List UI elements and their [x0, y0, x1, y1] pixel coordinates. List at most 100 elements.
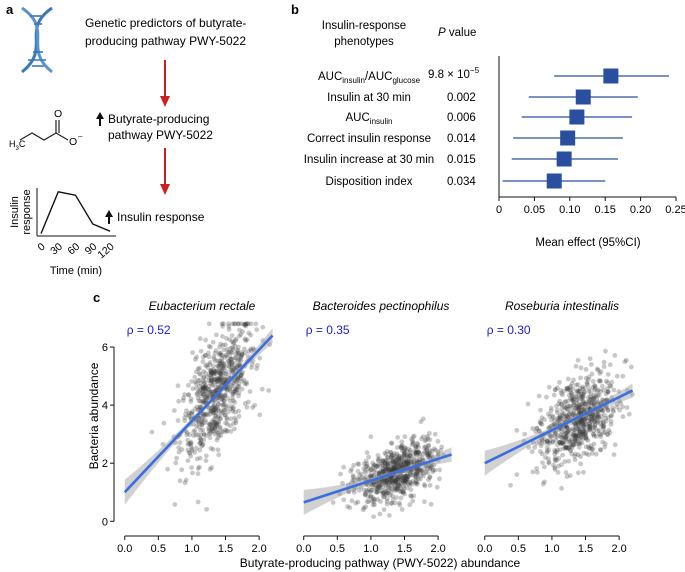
data-point — [216, 452, 222, 458]
data-point — [207, 362, 213, 367]
data-point — [212, 376, 218, 382]
data-point — [400, 475, 405, 481]
data-point — [588, 415, 594, 421]
data-point — [392, 460, 398, 466]
data-point — [386, 479, 392, 485]
data-point — [538, 421, 544, 427]
data-point — [422, 438, 428, 444]
data-point — [399, 488, 405, 494]
data-point — [375, 458, 381, 464]
data-point — [211, 403, 217, 409]
data-point — [368, 473, 374, 479]
data-point — [576, 428, 582, 434]
data-point — [583, 430, 589, 436]
data-point — [581, 423, 587, 429]
data-point — [386, 483, 391, 489]
data-point — [575, 403, 581, 409]
data-point — [387, 492, 393, 498]
data-point — [371, 472, 377, 478]
data-point — [601, 387, 606, 393]
data-point — [551, 462, 556, 468]
data-point — [568, 438, 574, 443]
data-point — [380, 458, 386, 464]
data-point — [403, 462, 409, 468]
data-point — [216, 430, 221, 436]
data-point — [579, 418, 585, 424]
data-point — [577, 429, 583, 434]
data-point — [571, 433, 577, 439]
data-point — [582, 416, 587, 422]
data-point — [197, 435, 203, 441]
data-point — [231, 339, 237, 345]
data-point — [365, 482, 371, 488]
data-point — [542, 440, 548, 445]
data-point — [246, 349, 252, 354]
data-point — [186, 450, 192, 455]
data-point — [575, 418, 581, 424]
data-point — [171, 408, 177, 413]
data-point — [392, 485, 398, 490]
data-point — [581, 399, 586, 405]
data-point — [566, 427, 572, 432]
data-point — [559, 435, 565, 441]
data-point — [204, 397, 209, 403]
data-point — [236, 352, 241, 358]
data-point — [361, 476, 367, 481]
data-point — [405, 453, 411, 459]
data-point — [401, 485, 407, 491]
data-point — [206, 426, 212, 432]
data-point — [373, 489, 379, 495]
data-point — [598, 369, 604, 375]
data-point — [581, 428, 586, 433]
data-point — [189, 410, 195, 416]
data-point — [574, 388, 580, 393]
data-point — [552, 448, 557, 453]
data-point — [402, 434, 408, 440]
data-point — [570, 412, 576, 418]
data-point — [569, 391, 575, 396]
data-point — [413, 444, 419, 450]
data-point — [203, 412, 209, 418]
data-point — [425, 454, 431, 460]
data-point — [349, 466, 355, 472]
data-point — [428, 464, 434, 469]
data-point — [571, 377, 576, 383]
data-point — [607, 383, 613, 389]
data-point — [347, 505, 353, 511]
data-point — [370, 460, 376, 466]
data-point — [389, 441, 395, 446]
data-point — [239, 386, 245, 392]
data-point — [188, 399, 194, 404]
data-point — [544, 394, 549, 400]
data-point — [374, 485, 380, 491]
data-point — [246, 330, 252, 336]
data-point — [371, 468, 377, 474]
data-point — [207, 360, 213, 365]
data-point — [232, 386, 238, 392]
data-point — [244, 381, 250, 387]
data-point — [392, 465, 398, 471]
data-point — [194, 423, 200, 429]
data-point — [594, 414, 600, 420]
data-point — [578, 418, 583, 424]
inset-ylabel-2: response — [21, 189, 33, 234]
data-point — [230, 367, 236, 373]
data-point — [402, 473, 408, 479]
data-point — [618, 400, 624, 406]
data-point — [208, 405, 214, 411]
mean-marker — [560, 130, 576, 146]
data-point — [581, 418, 587, 423]
data-point — [355, 476, 360, 482]
data-point — [363, 458, 369, 464]
data-point — [195, 471, 201, 477]
data-point — [183, 477, 189, 483]
data-point — [211, 407, 217, 413]
arrow-down-2 — [160, 148, 170, 195]
data-point — [185, 447, 191, 453]
data-point — [233, 336, 239, 342]
data-point — [248, 332, 254, 338]
data-point — [564, 445, 569, 451]
data-point — [578, 432, 584, 437]
data-point — [370, 483, 375, 489]
data-point — [581, 408, 587, 414]
